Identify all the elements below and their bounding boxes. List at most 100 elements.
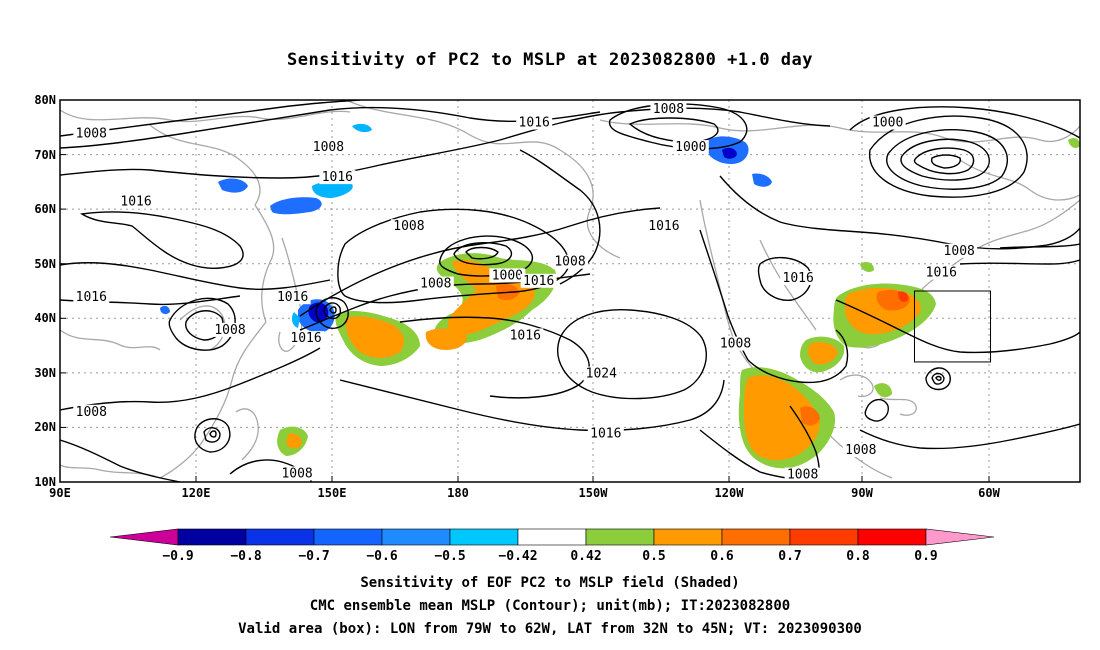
contour-label: 1008 [214,323,245,338]
caption-shading: Sensitivity of EOF PC2 to MSLP field (Sh… [360,575,740,591]
contour-label-bg [73,404,110,419]
contour-label: 1016 [277,290,308,305]
contour-label-bg [279,466,316,481]
colorbar-label: −0.7 [298,549,329,564]
contour-label: 1024 [586,367,617,382]
negative-region [312,181,353,198]
plot-frame [59,99,1081,483]
contour-labels: 1008100810161016101610081000100010081008… [73,101,978,483]
colorbar-segment [449,528,519,546]
contour-label: 1016 [290,331,321,346]
contour-label: 1008 [313,140,344,155]
negative-region [218,178,248,193]
contour-label: 1008 [281,466,312,481]
contour-label-bg [73,126,110,141]
negative-region [352,123,372,133]
contour-label: 1008 [393,219,424,234]
contour-label-bg [118,194,155,209]
coastlines [60,100,1080,479]
contour-label-bg [310,140,347,155]
colorbar-segment [177,528,247,546]
positive-region [1068,138,1080,148]
contour-label-bg [212,322,248,337]
lat-label: 80N [34,93,56,107]
lon-label: 60W [978,486,1000,500]
contour-label: 1008 [76,126,107,141]
contour-label: 1008 [787,468,818,483]
contour-label-bg [390,219,427,234]
valid-area-box [913,290,992,363]
longitude-labels: 90E 120E 150E 180 150W 120W 90W 60W [49,486,1000,500]
positive-region [860,262,874,272]
lon-label: 120E [182,486,211,500]
contour-label: 1016 [590,427,621,442]
contour-label: 1008 [845,443,876,458]
contour-label-bg [274,290,311,305]
contour-label: 1008 [76,405,107,420]
colorbar-segment [653,528,723,546]
colorbar-label: −0.6 [366,549,397,564]
contour-label: 1008 [420,277,451,292]
colorbar-label: −0.5 [434,549,465,564]
colorbar-label: 0.8 [846,549,870,564]
colorbar-label: 0.7 [778,549,801,564]
lat-label: 40N [34,311,56,325]
contour-label-bg [717,336,754,351]
negative-region [752,173,772,187]
colorbar-label: 0.9 [914,549,937,564]
contour-label-bg [650,101,687,116]
positive-region [800,406,820,426]
colorbar-segment [721,528,791,546]
positive-region [808,342,838,365]
map-title: Sensitivity of PC2 to MSLP at 2023082800… [286,50,813,70]
colorbar-segment [585,528,655,546]
lon-label: 180 [447,486,469,500]
lat-label: 20N [34,420,56,434]
lon-label: 150E [318,486,347,500]
contour-label-bg [417,276,454,291]
lon-label: 90E [49,486,71,500]
latitude-labels: 80N 70N 60N 50N 40N 30N 20N 10N [34,93,56,489]
colorbar-label: 0.6 [710,549,734,564]
contour-label-bg [869,115,906,130]
contour-label-bg [784,467,821,482]
lat-label: 60N [34,202,56,216]
sensitivity-map: 1008100810161016101610081000100010081008… [34,93,1081,564]
contour-label-bg [780,271,817,286]
lat-label: 50N [34,257,56,271]
contour-label: 1016 [120,195,151,210]
contour-label-bg [923,265,960,280]
contour-label: 1000 [492,268,523,283]
lat-label: 30N [34,366,56,380]
contour-label: 1008 [554,255,585,270]
contour-label-bg [516,115,553,130]
lon-label: 90W [851,486,873,500]
colorbar-segment [925,528,995,546]
contour-label-bg [645,219,682,234]
positive-region [874,383,892,398]
contour-label: 1008 [720,337,751,352]
positive-region [425,328,467,350]
lat-label: 10N [34,475,56,489]
contour-label-bg [319,170,356,185]
colorbar-label: −0.8 [230,549,261,564]
contour-label-bg [288,331,325,346]
negative-region [160,305,170,315]
contour-label: 1016 [648,219,679,234]
contour-label: 1016 [76,290,107,305]
contour-label-bg [941,243,978,258]
colorbar-label: 0.42 [570,549,601,564]
contour-label: 1016 [510,328,541,343]
contour-label: 1008 [944,244,975,259]
colorbar-segment [517,528,587,546]
positive-region [744,375,820,461]
colorbar-label: −0.9 [162,549,193,564]
caption-contour: CMC ensemble mean MSLP (Contour); unit(m… [309,598,791,614]
colorbar-segment [381,528,451,546]
mslp-contours [60,100,1080,482]
contour-label: 1016 [926,266,957,281]
contour-label-bg [672,140,709,155]
lon-label: 150W [579,486,609,500]
contour-label: 1016 [783,271,814,286]
contour-label-bg [489,268,526,283]
